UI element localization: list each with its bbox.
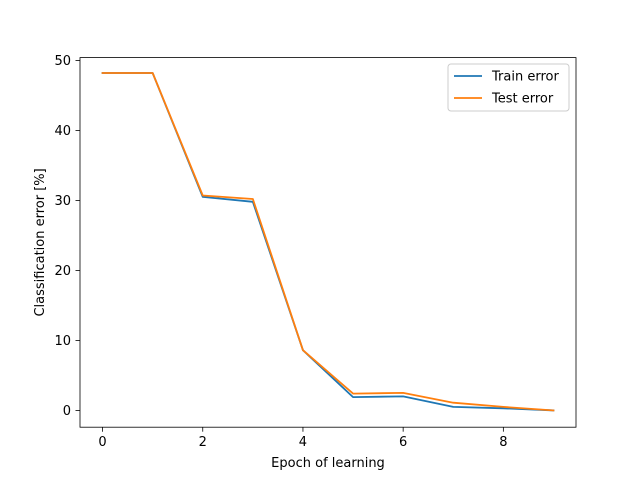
y-tick-label: 30	[54, 194, 71, 209]
x-tick-label: 2	[199, 435, 207, 450]
plot-frame	[79, 57, 577, 428]
x-axis-ticks: 0 2 4 6 8	[98, 427, 507, 450]
x-tick-label: 0	[98, 435, 106, 450]
y-axis-label: Classification error [%]	[33, 168, 48, 316]
x-tick-label: 6	[399, 435, 407, 450]
y-tick-label: 10	[54, 334, 71, 349]
x-tick-label: 4	[299, 435, 307, 450]
legend-label: Test error	[491, 92, 554, 107]
y-tick-label: 50	[54, 54, 71, 69]
x-axis-label: Epoch of learning	[271, 456, 385, 471]
y-tick-label: 40	[54, 124, 71, 139]
legend: Train error Test error	[447, 63, 570, 112]
y-tick-label: 0	[63, 404, 71, 419]
plot-area	[101, 72, 555, 412]
y-tick-label: 20	[54, 264, 71, 279]
series-line-2	[101, 72, 555, 412]
y-axis-ticks: 0 10 20 30 40 50	[54, 54, 80, 419]
legend-label: Train error	[491, 70, 559, 85]
x-tick-label: 8	[499, 435, 507, 450]
